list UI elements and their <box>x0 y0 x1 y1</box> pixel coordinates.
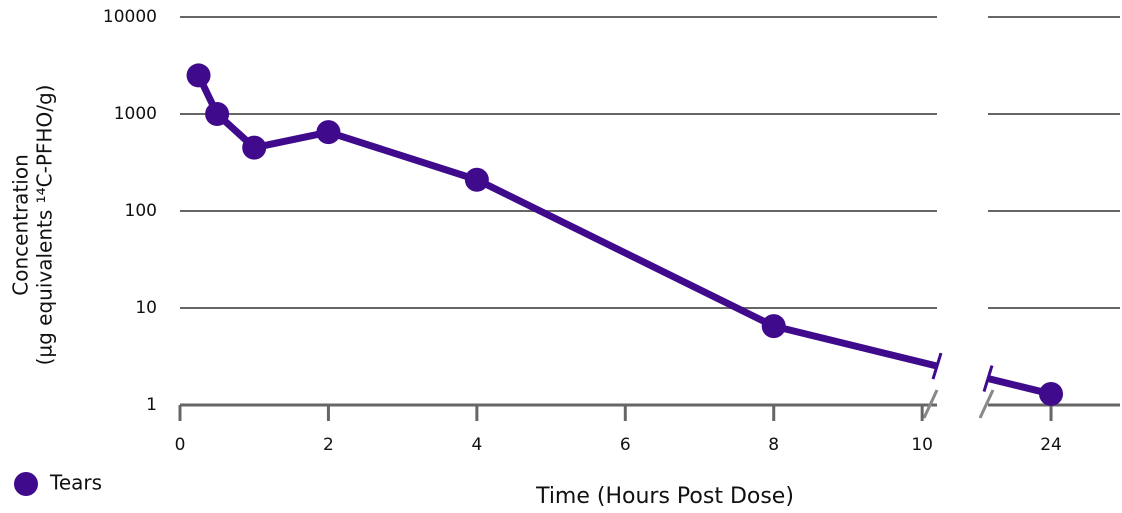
y-tick-label: 100 <box>125 201 157 221</box>
data-point <box>1039 381 1064 406</box>
x-tick-label: 6 <box>620 435 631 455</box>
x-tick-label: 2 <box>323 435 334 455</box>
data-point <box>242 135 267 160</box>
legend-marker <box>14 472 38 496</box>
y-tick-label: 1 <box>146 395 157 415</box>
data-point <box>316 120 341 145</box>
line-break <box>931 352 943 380</box>
data-point <box>761 314 786 339</box>
line-break <box>982 365 994 392</box>
y-tick-label: 1000 <box>114 104 157 124</box>
x-tick-label: 8 <box>768 435 779 455</box>
y-tick-label: 10000 <box>103 7 157 27</box>
x-axis-title: Time (Hours Post Dose) <box>535 484 794 509</box>
data-point <box>186 63 211 88</box>
x-tick-label: 10 <box>911 435 933 455</box>
y-axis-title: Concentration <box>9 154 33 295</box>
x-tick-label: 0 <box>175 435 186 455</box>
data-point <box>464 167 489 192</box>
legend-label: Tears <box>49 471 102 495</box>
x-tick-label: 4 <box>471 435 482 455</box>
axis-break <box>922 389 939 419</box>
y-axis-title: (µg equivalents ¹⁴C-PFHO/g) <box>33 85 57 366</box>
x-tick-label: 24 <box>1040 435 1062 455</box>
y-tick-label: 10 <box>135 298 157 318</box>
axis-break <box>978 389 995 419</box>
data-point <box>205 102 230 126</box>
